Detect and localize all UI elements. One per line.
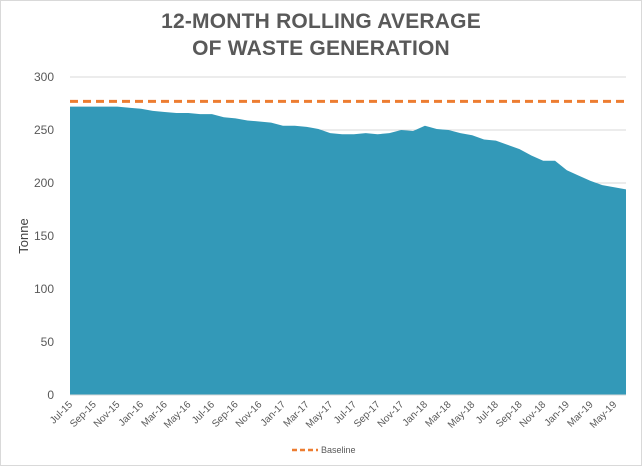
x-tick-label: May-16 — [162, 399, 194, 431]
y-axis: 0 50 100 150 200 250 300 — [34, 70, 54, 402]
x-axis: Jul-15Sep-15Nov-15Jan-16Mar-16May-16Jul-… — [48, 394, 626, 431]
x-tick-label: Nov-15 — [92, 399, 123, 430]
y-tick-label: 0 — [47, 388, 54, 402]
chart-title-line-1: 12-MONTH ROLLING AVERAGE — [161, 10, 481, 33]
x-tick-label: Nov-16 — [234, 399, 265, 430]
x-tick-label: May-19 — [588, 399, 620, 431]
x-tick-label: Nov-18 — [518, 399, 549, 430]
x-tick-label: Nov-17 — [376, 399, 407, 430]
y-tick-label: 100 — [34, 282, 54, 296]
y-tick-label: 50 — [41, 335, 55, 349]
x-tick-label: May-18 — [446, 399, 478, 431]
legend-baseline-label: Baseline — [321, 445, 356, 455]
y-tick-label: 150 — [34, 229, 54, 243]
y-tick-label: 300 — [34, 70, 54, 84]
chart-title-line-2: OF WASTE GENERATION — [192, 37, 450, 60]
legend: Baseline — [292, 445, 356, 455]
y-axis-title: Tonne — [16, 218, 31, 253]
waste-area — [70, 106, 626, 396]
y-tick-label: 250 — [34, 123, 54, 137]
area-series — [70, 106, 626, 396]
x-tick-label: May-17 — [304, 399, 336, 431]
y-tick-label: 200 — [34, 176, 54, 190]
